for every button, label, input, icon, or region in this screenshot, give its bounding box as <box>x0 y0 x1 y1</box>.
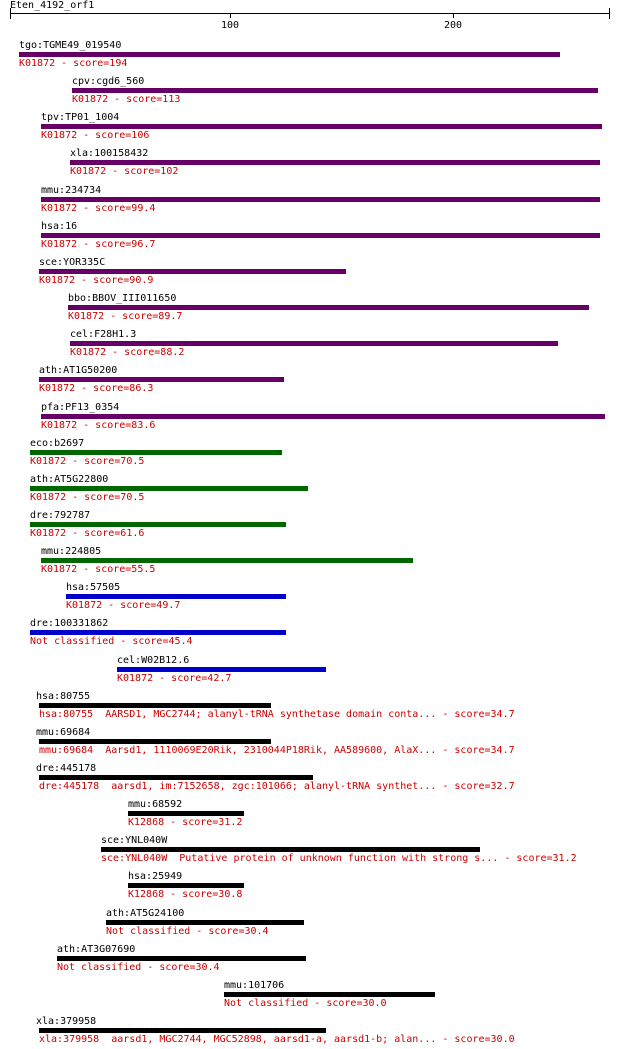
hit-alignment-bar[interactable] <box>106 920 304 925</box>
hit-name[interactable]: bbo:BBOV_III011650 <box>68 293 177 304</box>
hit-alignment-bar[interactable] <box>72 88 598 93</box>
hit-description[interactable]: Not classified - score=30.4 <box>57 962 220 973</box>
hit-name[interactable]: pfa:PF13_0354 <box>41 402 120 413</box>
hit-name[interactable]: mmu:69684 <box>36 727 91 738</box>
hit-alignment-bar[interactable] <box>128 811 244 816</box>
hit-description[interactable]: K12868 - score=31.2 <box>128 817 243 828</box>
hit-name[interactable]: ath:AT5G22800 <box>30 474 109 485</box>
hit-alignment-bar[interactable] <box>41 414 605 419</box>
hit-alignment-bar[interactable] <box>41 197 600 202</box>
hit-alignment-bar[interactable] <box>39 269 346 274</box>
hit-name[interactable]: ath:AT3G07690 <box>57 944 136 955</box>
ruler-end-cap <box>609 8 610 19</box>
hit-description[interactable]: dre:445178 aarsd1, im:7152658, zgc:10106… <box>39 781 515 792</box>
hit-description[interactable]: K01872 - score=70.5 <box>30 456 145 467</box>
hit-name[interactable]: xla:100158432 <box>70 148 149 159</box>
ruler-tick-label: 200 <box>443 20 463 31</box>
hit-name[interactable]: hsa:16 <box>41 221 78 232</box>
hit-alignment-bar[interactable] <box>39 377 284 382</box>
hit-name[interactable]: hsa:25949 <box>128 871 183 882</box>
hit-description[interactable]: K01872 - score=90.9 <box>39 275 154 286</box>
hit-alignment-bar[interactable] <box>224 992 435 997</box>
hit-name[interactable]: tgo:TGME49_019540 <box>19 40 122 51</box>
hit-description[interactable]: K01872 - score=61.6 <box>30 528 145 539</box>
hit-name[interactable]: dre:792787 <box>30 510 91 521</box>
hit-alignment-bar[interactable] <box>128 883 244 888</box>
hit-description[interactable]: K01872 - score=49.7 <box>66 600 181 611</box>
hit-description[interactable]: K01872 - score=113 <box>72 94 181 105</box>
hit-alignment-bar[interactable] <box>57 956 306 961</box>
hit-name[interactable]: dre:445178 <box>36 763 97 774</box>
hit-alignment-bar[interactable] <box>39 775 313 780</box>
hit-alignment-bar[interactable] <box>41 233 600 238</box>
hit-description[interactable]: K01872 - score=55.5 <box>41 564 156 575</box>
hit-name[interactable]: sce:YNL040W <box>101 835 168 846</box>
hit-name[interactable]: mmu:224805 <box>41 546 102 557</box>
hit-description[interactable]: K12868 - score=30.8 <box>128 889 243 900</box>
hit-description[interactable]: K01872 - score=102 <box>70 166 179 177</box>
hit-description[interactable]: Not classified - score=30.4 <box>106 926 269 937</box>
hit-alignment-bar[interactable] <box>70 160 600 165</box>
hit-name[interactable]: cel:F28H1.3 <box>70 329 137 340</box>
hit-alignment-bar[interactable] <box>30 522 286 527</box>
hit-alignment-bar[interactable] <box>101 847 480 852</box>
hit-name[interactable]: mmu:234734 <box>41 185 102 196</box>
hit-alignment-bar[interactable] <box>70 341 558 346</box>
hit-name[interactable]: hsa:80755 <box>36 691 91 702</box>
hit-description[interactable]: K01872 - score=96.7 <box>41 239 156 250</box>
hit-alignment-bar[interactable] <box>30 486 308 491</box>
hit-description[interactable]: K01872 - score=42.7 <box>117 673 232 684</box>
hit-name[interactable]: hsa:57505 <box>66 582 121 593</box>
hit-name[interactable]: mmu:68592 <box>128 799 183 810</box>
hit-alignment-bar[interactable] <box>30 630 286 635</box>
hit-alignment-bar[interactable] <box>39 703 271 708</box>
hit-name[interactable]: xla:379958 <box>36 1016 97 1027</box>
hit-alignment-bar[interactable] <box>39 739 271 744</box>
hit-description[interactable]: hsa:80755 AARSD1, MGC2744; alanyl-tRNA s… <box>39 709 515 720</box>
hit-name[interactable]: tpv:TP01_1004 <box>41 112 120 123</box>
hit-alignment-bar[interactable] <box>117 667 326 672</box>
hit-description[interactable]: xla:379958 aarsd1, MGC2744, MGC52898, aa… <box>39 1034 515 1045</box>
ruler-tick <box>230 13 231 18</box>
hit-alignment-bar[interactable] <box>30 450 282 455</box>
hit-description[interactable]: K01872 - score=194 <box>19 58 128 69</box>
hit-name[interactable]: mmu:101706 <box>224 980 285 991</box>
hit-description[interactable]: sce:YNL040W Putative protein of unknown … <box>101 853 577 864</box>
hit-alignment-bar[interactable] <box>41 124 602 129</box>
hit-description[interactable]: K01872 - score=89.7 <box>68 311 183 322</box>
hit-name[interactable]: cel:W02B12.6 <box>117 655 190 666</box>
hit-description[interactable]: Not classified - score=30.0 <box>224 998 387 1009</box>
ruler-tick-label: 100 <box>220 20 240 31</box>
ruler-axis <box>10 13 610 14</box>
hit-description[interactable]: K01872 - score=99.4 <box>41 203 156 214</box>
hit-description[interactable]: K01872 - score=86.3 <box>39 383 154 394</box>
hit-description[interactable]: K01872 - score=70.5 <box>30 492 145 503</box>
hit-description[interactable]: K01872 - score=88.2 <box>70 347 185 358</box>
hit-description[interactable]: mmu:69684 Aarsd1, 1110069E20Rik, 2310044… <box>39 745 515 756</box>
hit-name[interactable]: sce:YOR335C <box>39 257 106 268</box>
hit-description[interactable]: K01872 - score=83.6 <box>41 420 156 431</box>
hit-alignment-bar[interactable] <box>68 305 589 310</box>
hit-description[interactable]: Not classified - score=45.4 <box>30 636 193 647</box>
ruler-start-cap <box>10 8 11 19</box>
hit-alignment-bar[interactable] <box>39 1028 326 1033</box>
hit-name[interactable]: eco:b2697 <box>30 438 85 449</box>
hit-alignment-bar[interactable] <box>19 52 560 57</box>
ruler-tick <box>453 13 454 18</box>
hit-name[interactable]: ath:AT1G50200 <box>39 365 118 376</box>
hit-name[interactable]: dre:100331862 <box>30 618 109 629</box>
hit-name[interactable]: ath:AT5G24100 <box>106 908 185 919</box>
hit-alignment-bar[interactable] <box>66 594 286 599</box>
hit-alignment-bar[interactable] <box>41 558 413 563</box>
hit-name[interactable]: cpv:cgd6_560 <box>72 76 145 87</box>
query-title: Eten_4192_orf1 <box>10 0 95 11</box>
hit-description[interactable]: K01872 - score=106 <box>41 130 150 141</box>
